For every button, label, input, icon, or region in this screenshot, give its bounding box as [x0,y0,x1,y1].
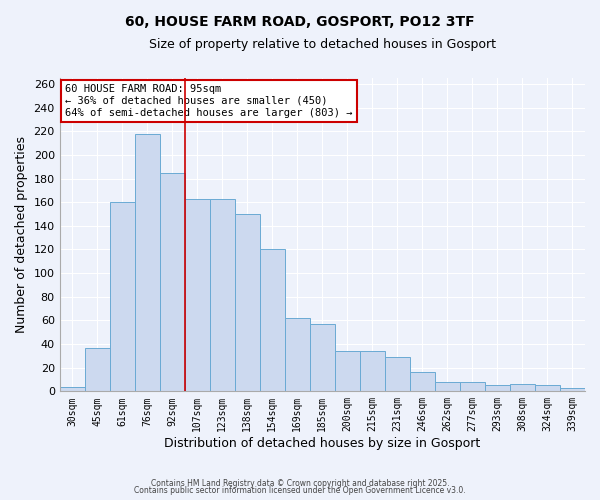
Bar [485,386,510,392]
Text: 60 HOUSE FARM ROAD: 95sqm
← 36% of detached houses are smaller (450)
64% of semi: 60 HOUSE FARM ROAD: 95sqm ← 36% of detac… [65,84,352,117]
Bar [510,384,535,392]
Bar [135,134,160,392]
Text: 60, HOUSE FARM ROAD, GOSPORT, PO12 3TF: 60, HOUSE FARM ROAD, GOSPORT, PO12 3TF [125,15,475,29]
Bar [385,357,410,392]
Bar [110,202,135,392]
Bar [535,386,560,392]
Bar [310,324,335,392]
Bar [360,351,385,392]
Bar [85,348,110,392]
Text: Contains public sector information licensed under the Open Government Licence v3: Contains public sector information licen… [134,486,466,495]
Text: Contains HM Land Registry data © Crown copyright and database right 2025.: Contains HM Land Registry data © Crown c… [151,478,449,488]
Y-axis label: Number of detached properties: Number of detached properties [15,136,28,333]
Bar [335,351,360,392]
Bar [410,372,435,392]
Bar [560,388,585,392]
Bar [59,386,85,392]
Bar [260,250,285,392]
Bar [185,198,210,392]
Bar [285,318,310,392]
Bar [235,214,260,392]
Bar [210,198,235,392]
Bar [435,382,460,392]
X-axis label: Distribution of detached houses by size in Gosport: Distribution of detached houses by size … [164,437,481,450]
Bar [460,382,485,392]
Bar [160,172,185,392]
Title: Size of property relative to detached houses in Gosport: Size of property relative to detached ho… [149,38,496,51]
